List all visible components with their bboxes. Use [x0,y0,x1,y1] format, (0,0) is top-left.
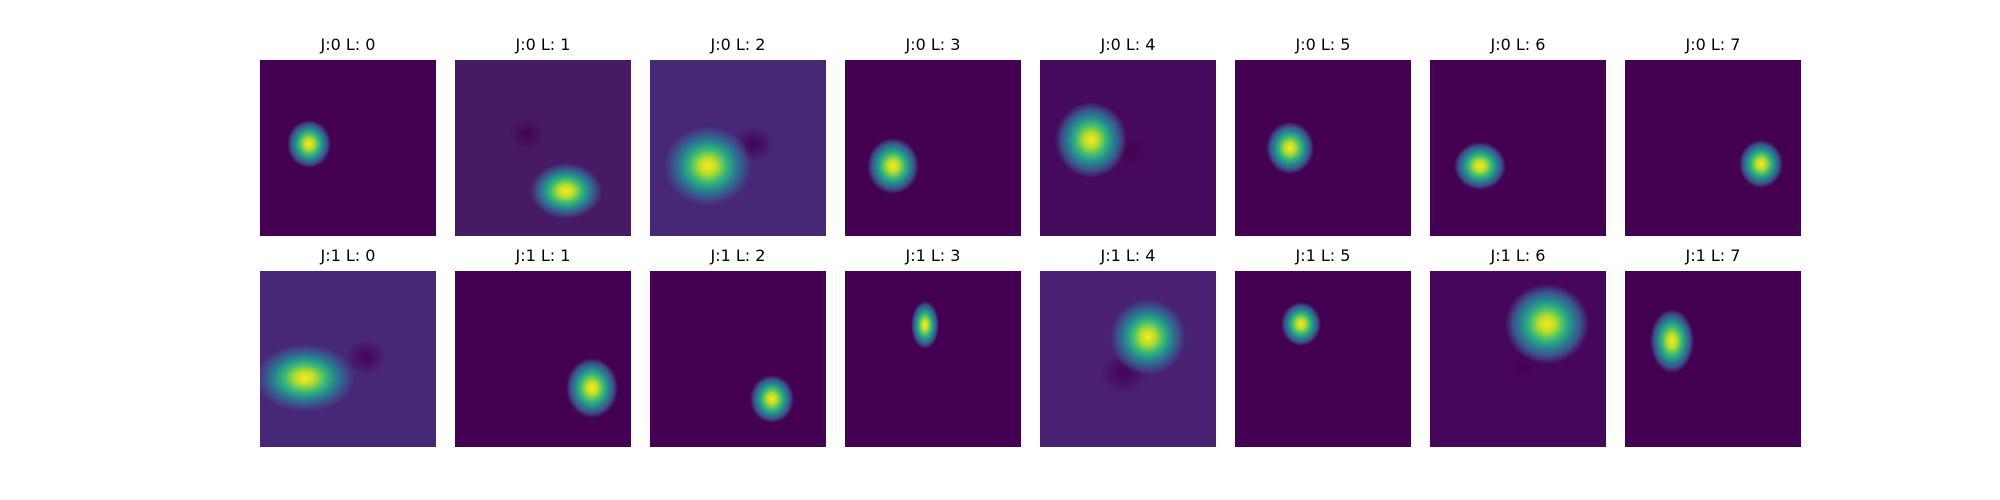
filter-response [1040,271,1216,447]
panel-title: J:1 L: 3 [845,247,1021,265]
filter-response [1235,271,1411,447]
panel-title: J:0 L: 5 [1235,36,1411,54]
filter-panel-j0-l5 [1235,60,1411,236]
filter-panel-j1-l0 [260,271,436,447]
panel-title: J:1 L: 6 [1430,247,1606,265]
panel-title: J:1 L: 4 [1040,247,1216,265]
filter-panel-j0-l7 [1625,60,1801,236]
filter-response [260,60,436,236]
filter-response [650,60,826,236]
filter-response [845,271,1021,447]
panel-title: J:0 L: 0 [260,36,436,54]
filter-response [1430,271,1606,447]
panel-title: J:1 L: 5 [1235,247,1411,265]
filter-panel-j1-l5 [1235,271,1411,447]
panel-title: J:0 L: 3 [845,36,1021,54]
filter-response [455,60,631,236]
filter-response [455,271,631,447]
filter-panel-j0-l4 [1040,60,1216,236]
panel-title: J:1 L: 1 [455,247,631,265]
filter-panel-j0-l3 [845,60,1021,236]
filter-response [1235,60,1411,236]
filter-response [260,271,436,447]
filter-panel-j0-l0 [260,60,436,236]
panel-title: J:1 L: 7 [1625,247,1801,265]
filter-panel-j0-l6 [1430,60,1606,236]
panel-title: J:0 L: 2 [650,36,826,54]
filter-panel-j1-l3 [845,271,1021,447]
filter-response [1040,60,1216,236]
filter-response [1625,60,1801,236]
panel-title: J:0 L: 7 [1625,36,1801,54]
filter-panel-j1-l6 [1430,271,1606,447]
filter-response [1625,271,1801,447]
filter-panel-j1-l1 [455,271,631,447]
filter-panel-j0-l1 [455,60,631,236]
panel-title: J:0 L: 6 [1430,36,1606,54]
filter-panel-j1-l2 [650,271,826,447]
filter-response [1430,60,1606,236]
filter-panel-j1-l7 [1625,271,1801,447]
filter-panel-j0-l2 [650,60,826,236]
panel-title: J:1 L: 0 [260,247,436,265]
panel-title: J:0 L: 1 [455,36,631,54]
panel-title: J:1 L: 2 [650,247,826,265]
filter-panel-j1-l4 [1040,271,1216,447]
panel-title: J:0 L: 4 [1040,36,1216,54]
filter-response [845,60,1021,236]
filter-response [650,271,826,447]
